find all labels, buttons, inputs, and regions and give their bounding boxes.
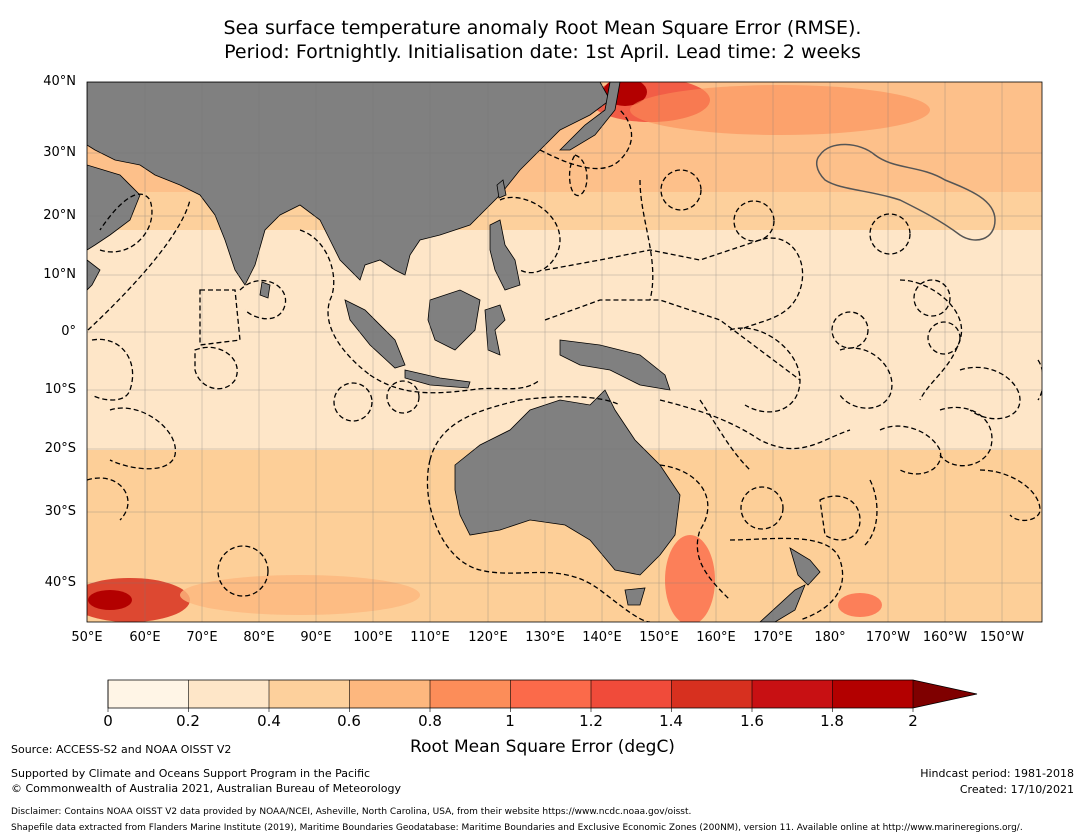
colorbar-segment — [349, 680, 431, 708]
colorbar — [107, 679, 978, 712]
map-area — [87, 82, 1042, 622]
land-australia — [454, 389, 681, 576]
shapefile-text: Shapefile data extracted from Flanders M… — [11, 823, 1023, 833]
grid-lines — [87, 82, 1042, 622]
colorbar-segment — [671, 680, 753, 708]
lat-label: 30°S — [44, 504, 76, 519]
colorbar-extend-arrow — [913, 680, 977, 708]
colorbar-tick: 0 — [103, 712, 113, 730]
colorbar-tick: 0.4 — [257, 712, 281, 730]
lon-label: 170°W — [865, 630, 911, 645]
land-japan — [559, 82, 621, 151]
hotspot-tasman — [665, 535, 715, 622]
created-text: Created: 17/10/2021 — [959, 783, 1074, 796]
land-java — [404, 369, 471, 389]
lon-label: 50°E — [71, 630, 103, 645]
land-new-zealand-south — [759, 584, 806, 622]
lat-label: 40°N — [43, 74, 76, 89]
copyright-text: © Commonwealth of Australia 2021, Austra… — [11, 782, 401, 795]
hotspot-southwest — [87, 578, 190, 622]
title-line-2: Period: Fortnightly. Initialisation date… — [224, 41, 861, 63]
land-borneo — [427, 289, 481, 351]
colorbar-segment — [430, 680, 511, 708]
hotspot-north-pacific — [630, 85, 930, 135]
lon-label: 120°E — [468, 630, 508, 645]
colorbar-outline — [107, 679, 978, 709]
lat-label: 20°N — [43, 208, 76, 223]
colorbar-tick: 1.2 — [579, 712, 603, 730]
hotspot-new-zealand-east — [838, 593, 882, 617]
colorbar-tick: 0.6 — [337, 712, 361, 730]
hawaii-eez — [815, 143, 996, 241]
lon-label: 170°E — [753, 630, 793, 645]
chart-title: Sea surface temperature anomaly Root Mea… — [0, 16, 1085, 64]
map-frame — [86, 81, 1043, 623]
lat-label: 10°N — [43, 267, 76, 282]
lat-label: 20°S — [44, 441, 76, 456]
colorbar-segment — [752, 680, 833, 708]
colorbar-tick: 0.2 — [176, 712, 200, 730]
lon-label: 90°E — [300, 630, 332, 645]
colorbar-label: Root Mean Square Error (degC) — [410, 737, 675, 757]
lon-label: 80°E — [243, 630, 275, 645]
eez-boundaries — [87, 109, 1042, 622]
colorbar-tick: 1.8 — [820, 712, 844, 730]
land-taiwan — [496, 179, 507, 199]
supported-text: Supported by Climate and Oceans Support … — [11, 767, 371, 780]
hindcast-text: Hindcast period: 1981-2018 — [920, 767, 1074, 780]
colorbar-tick: 1.4 — [659, 712, 683, 730]
lat-label: 40°S — [44, 575, 76, 590]
lon-label: 180° — [814, 630, 846, 645]
lon-label: 110°E — [410, 630, 450, 645]
lon-label: 160°W — [922, 630, 968, 645]
lon-label: 70°E — [186, 630, 218, 645]
colorbar-tick: 2 — [908, 712, 918, 730]
land-tasmania — [624, 587, 646, 606]
colorbar-segment — [832, 680, 914, 708]
lon-label: 160°E — [696, 630, 736, 645]
title-line-1: Sea surface temperature anomaly Root Mea… — [223, 17, 862, 39]
land — [87, 82, 821, 622]
lat-label: 30°N — [43, 145, 76, 160]
lon-label: 150°E — [639, 630, 679, 645]
land-sumatra — [344, 299, 406, 369]
hotspot-southern-ocean — [180, 575, 420, 615]
land-new-zealand-north — [789, 547, 821, 586]
colorbar-tick: 1.6 — [740, 712, 764, 730]
land-asia — [87, 82, 611, 286]
land-philippines — [489, 219, 521, 291]
lon-label: 140°E — [582, 630, 622, 645]
lon-label: 100°E — [353, 630, 393, 645]
colorbar-tick: 1 — [505, 712, 515, 730]
colorbar-segment — [269, 680, 350, 708]
land-new-guinea — [559, 339, 671, 391]
colorbar-segment — [510, 680, 592, 708]
lon-label: 60°E — [129, 630, 161, 645]
hotspot-southwest-core — [88, 590, 132, 610]
colorbar-segment — [591, 680, 672, 708]
colorbar-segment — [108, 680, 189, 708]
lat-label: 10°S — [44, 382, 76, 397]
lon-label: 150°W — [979, 630, 1025, 645]
lat-label: 0° — [61, 324, 76, 339]
lon-label: 130°E — [525, 630, 565, 645]
colorbar-tick: 0.8 — [418, 712, 442, 730]
land-sri-lanka — [259, 281, 271, 299]
source-text: Source: ACCESS-S2 and NOAA OISST V2 — [11, 743, 232, 756]
colorbar-segment — [188, 680, 270, 708]
disclaimer-text: Disclaimer: Contains NOAA OISST V2 data … — [11, 807, 692, 817]
